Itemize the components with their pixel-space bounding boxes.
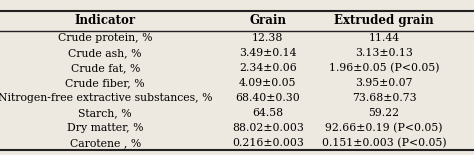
Text: Extruded grain: Extruded grain — [334, 14, 434, 27]
Text: 4.09±0.05: 4.09±0.05 — [239, 78, 297, 88]
Text: Crude fat, %: Crude fat, % — [71, 63, 140, 73]
Text: 2.34±0.06: 2.34±0.06 — [239, 63, 297, 73]
Text: 3.13±0.13: 3.13±0.13 — [355, 48, 413, 58]
Text: 0.216±0.003: 0.216±0.003 — [232, 138, 304, 148]
Text: Grain: Grain — [249, 14, 286, 27]
Text: 0.151±0.003 (P<0.05): 0.151±0.003 (P<0.05) — [322, 138, 446, 148]
Text: Crude protein, %: Crude protein, % — [58, 33, 153, 43]
Text: 11.44: 11.44 — [368, 33, 400, 43]
Text: Carotene , %: Carotene , % — [70, 138, 141, 148]
Text: 59.22: 59.22 — [368, 108, 400, 118]
Text: Crude ash, %: Crude ash, % — [68, 48, 142, 58]
Text: 12.38: 12.38 — [252, 33, 283, 43]
Text: 73.68±0.73: 73.68±0.73 — [352, 93, 416, 103]
Text: 68.40±0.30: 68.40±0.30 — [236, 93, 300, 103]
Text: 92.66±0.19 (P<0.05): 92.66±0.19 (P<0.05) — [325, 123, 443, 133]
Text: 3.95±0.07: 3.95±0.07 — [355, 78, 413, 88]
Text: 88.02±0.003: 88.02±0.003 — [232, 123, 304, 133]
Text: Nitrogen-free extractive substances, %: Nitrogen-free extractive substances, % — [0, 93, 212, 103]
Text: Crude fiber, %: Crude fiber, % — [65, 78, 145, 88]
Text: 64.58: 64.58 — [252, 108, 283, 118]
Text: Starch, %: Starch, % — [78, 108, 132, 118]
Text: 3.49±0.14: 3.49±0.14 — [239, 48, 297, 58]
Text: 1.96±0.05 (P<0.05): 1.96±0.05 (P<0.05) — [328, 63, 439, 73]
Text: Indicator: Indicator — [75, 14, 136, 27]
Text: Dry matter, %: Dry matter, % — [67, 123, 144, 133]
